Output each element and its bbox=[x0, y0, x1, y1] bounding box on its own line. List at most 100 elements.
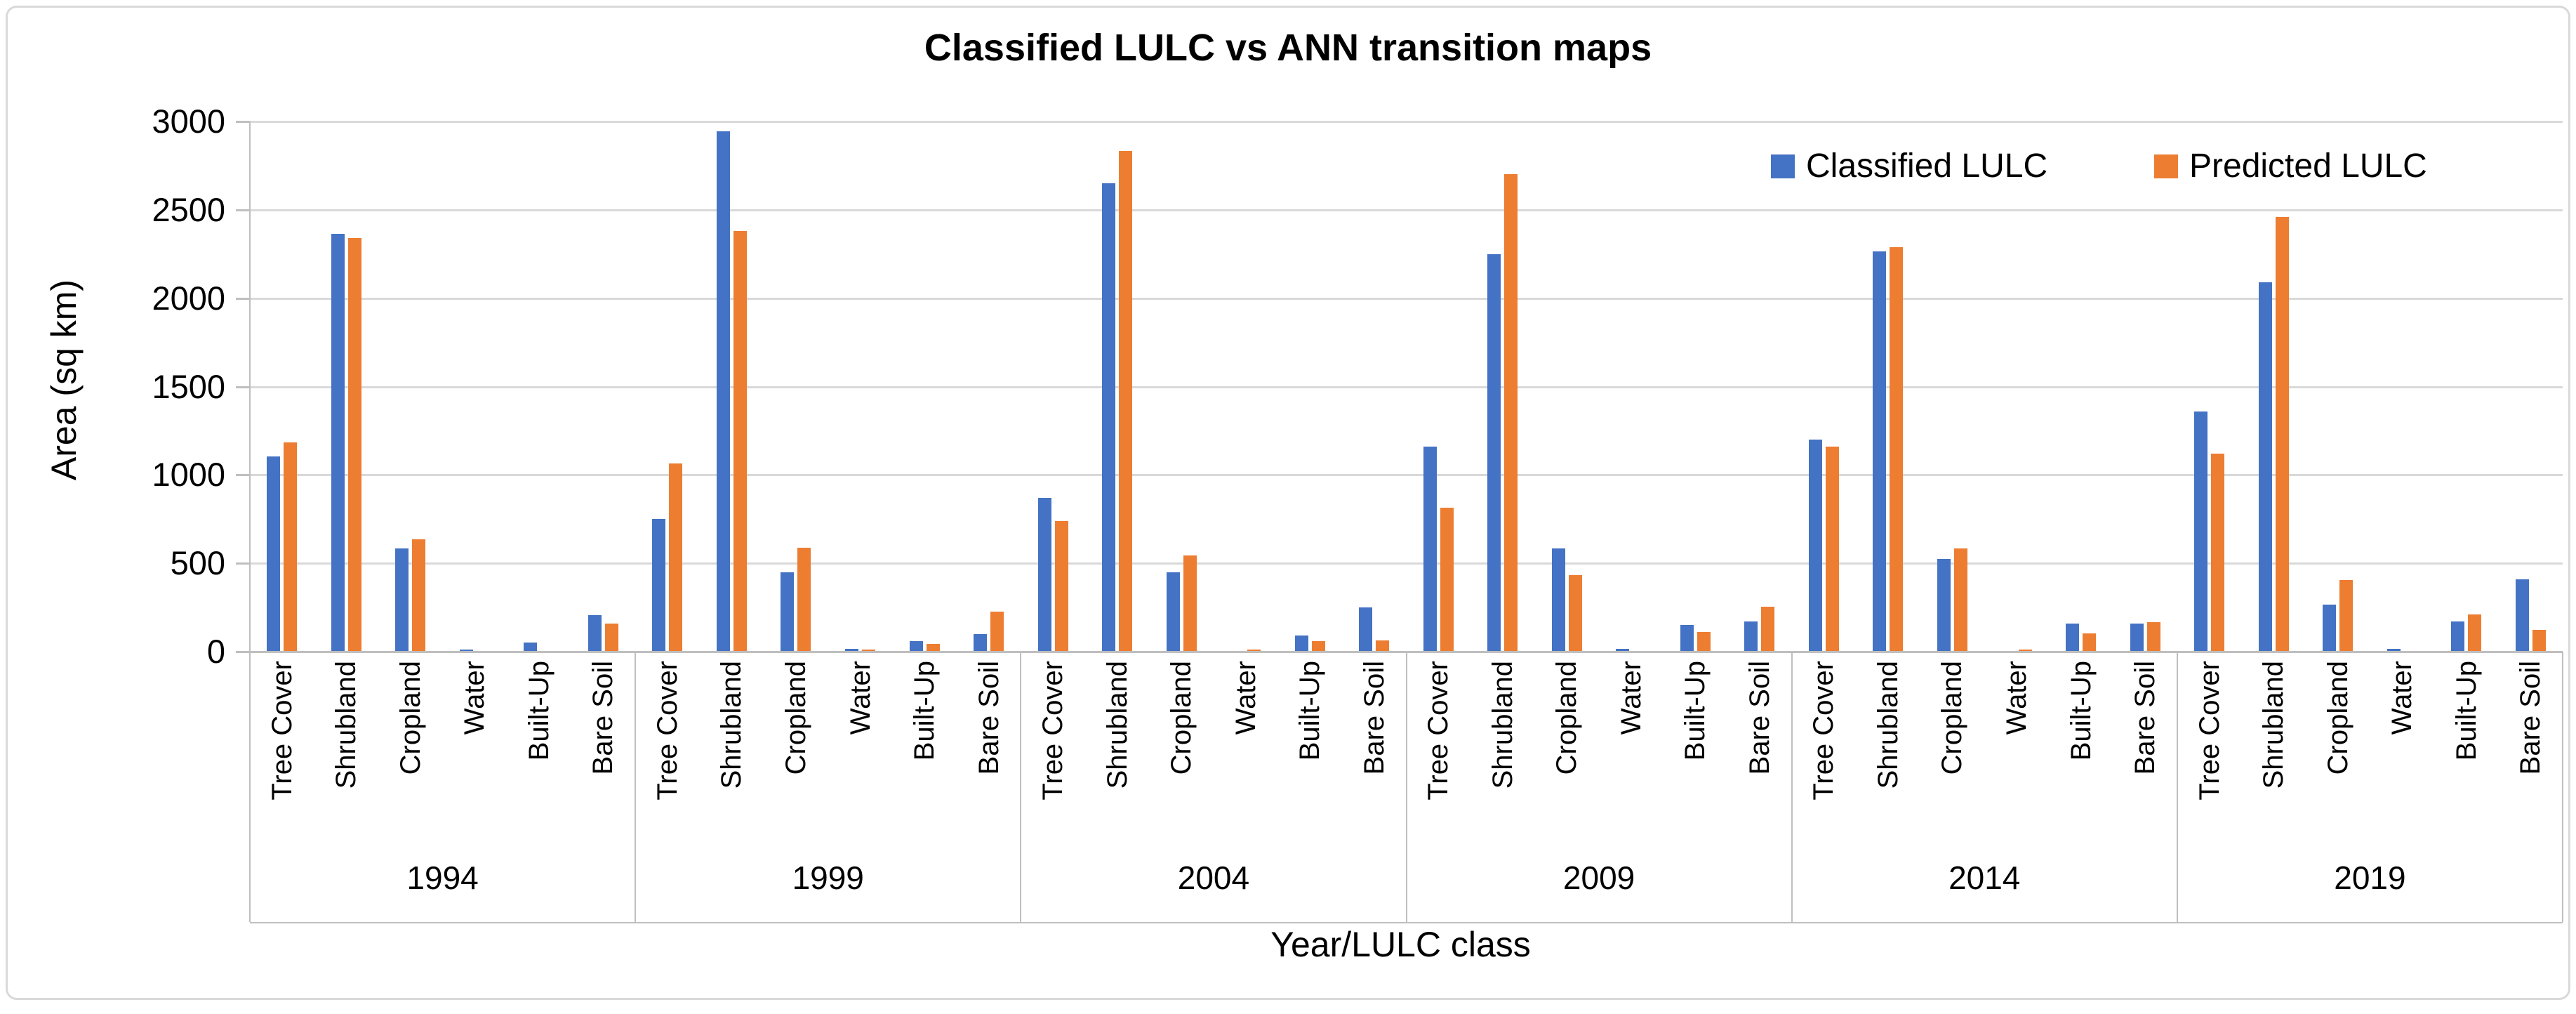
bar-classified-2004-cropland bbox=[1167, 572, 1180, 652]
category-label-2004-tree-cover: Tree Cover bbox=[1037, 661, 1069, 801]
bar-predicted-1999-shrubland bbox=[733, 231, 747, 652]
bar-classified-2004-bare-soil bbox=[1359, 607, 1372, 652]
year-label-2014: 2014 bbox=[1948, 860, 2021, 896]
y-tick-mark-500 bbox=[236, 562, 250, 565]
bar-classified-2004-built-up bbox=[1295, 636, 1308, 652]
bar-classified-2009-built-up bbox=[1680, 625, 1694, 652]
bar-predicted-2014-shrubland bbox=[1890, 247, 1903, 652]
bar-classified-2019-built-up bbox=[2451, 621, 2464, 652]
bar-classified-1999-shrubland bbox=[717, 131, 730, 652]
y-tick-label-0: 0 bbox=[206, 633, 225, 670]
y-tick-mark-2500 bbox=[236, 209, 250, 211]
category-label-2009-bare-soil: Bare Soil bbox=[1744, 661, 1775, 775]
bar-predicted-1994-tree-cover bbox=[284, 442, 297, 652]
bar-predicted-2004-tree-cover bbox=[1055, 521, 1068, 652]
bar-classified-2014-cropland bbox=[1937, 559, 1951, 652]
bar-predicted-1994-cropland bbox=[412, 539, 425, 652]
bar-predicted-2009-tree-cover bbox=[1440, 508, 1454, 652]
bar-classified-1994-water bbox=[460, 650, 473, 652]
bar-predicted-1999-cropland bbox=[797, 548, 811, 652]
category-label-2004-shrubland: Shrubland bbox=[1101, 661, 1133, 789]
year-label-1999: 1999 bbox=[792, 860, 864, 896]
year-label-2019: 2019 bbox=[2334, 860, 2406, 896]
group-separator-4 bbox=[1791, 652, 1793, 922]
category-label-2009-tree-cover: Tree Cover bbox=[1423, 661, 1454, 801]
bar-classified-2004-shrubland bbox=[1102, 183, 1115, 652]
bar-predicted-2019-cropland bbox=[2339, 580, 2353, 652]
category-label-2014-water: Water bbox=[2001, 661, 2032, 735]
category-box-bottom-line bbox=[250, 922, 2563, 923]
y-tick-label-500: 500 bbox=[170, 544, 225, 582]
category-label-2009-water: Water bbox=[1615, 661, 1647, 735]
gridline-2500 bbox=[250, 209, 2563, 211]
category-label-2014-built-up: Built-Up bbox=[2065, 661, 2097, 761]
bar-classified-1999-water bbox=[845, 649, 858, 652]
bar-classified-1999-built-up bbox=[910, 641, 923, 652]
category-label-2004-built-up: Built-Up bbox=[1294, 661, 1326, 761]
group-separator-3 bbox=[1405, 652, 1407, 922]
category-label-1994-tree-cover: Tree Cover bbox=[266, 661, 298, 801]
gridline-1500 bbox=[250, 386, 2563, 388]
gridline-3000 bbox=[250, 121, 2563, 123]
legend-label-predicted: Predicted LULC bbox=[2189, 147, 2427, 185]
bar-predicted-2009-cropland bbox=[1569, 575, 1582, 652]
category-label-2004-cropland: Cropland bbox=[1166, 661, 1197, 775]
bar-predicted-2014-bare-soil bbox=[2147, 622, 2160, 652]
bar-predicted-2009-built-up bbox=[1697, 632, 1711, 652]
category-label-2019-water: Water bbox=[2386, 661, 2418, 735]
y-axis-line bbox=[249, 121, 251, 652]
bar-classified-2019-bare-soil bbox=[2516, 579, 2529, 652]
bar-classified-1999-cropland bbox=[781, 572, 794, 652]
y-tick-mark-1500 bbox=[236, 386, 250, 388]
bar-classified-1994-tree-cover bbox=[267, 456, 280, 652]
bar-classified-2014-shrubland bbox=[1873, 251, 1886, 652]
bar-predicted-2014-tree-cover bbox=[1826, 447, 1839, 652]
category-label-1999-cropland: Cropland bbox=[780, 661, 811, 775]
category-label-2009-built-up: Built-Up bbox=[1680, 661, 1711, 761]
bar-predicted-1999-water bbox=[862, 650, 875, 652]
bar-classified-1994-shrubland bbox=[331, 234, 345, 652]
category-label-2009-cropland: Cropland bbox=[1551, 661, 1583, 775]
category-label-2019-shrubland: Shrubland bbox=[2258, 661, 2290, 789]
bar-classified-2019-cropland bbox=[2323, 605, 2336, 652]
legend-item-predicted: Predicted LULC bbox=[2154, 147, 2427, 185]
bar-classified-1994-bare-soil bbox=[588, 615, 602, 652]
y-tick-mark-3000 bbox=[236, 121, 250, 123]
bar-predicted-2019-shrubland bbox=[2276, 217, 2289, 652]
bar-predicted-2014-cropland bbox=[1954, 548, 1967, 652]
bar-predicted-2019-bare-soil bbox=[2532, 630, 2546, 652]
category-label-1994-cropland: Cropland bbox=[394, 661, 426, 775]
category-label-2004-bare-soil: Bare Soil bbox=[1358, 661, 1390, 775]
category-label-1999-tree-cover: Tree Cover bbox=[651, 661, 683, 801]
category-label-1999-built-up: Built-Up bbox=[909, 661, 941, 761]
bar-predicted-2004-cropland bbox=[1183, 555, 1197, 652]
bar-classified-1999-bare-soil bbox=[974, 634, 987, 652]
category-label-2014-shrubland: Shrubland bbox=[1872, 661, 1904, 789]
gridline-500 bbox=[250, 562, 2563, 565]
bar-predicted-1994-bare-soil bbox=[605, 624, 618, 652]
category-label-2009-shrubland: Shrubland bbox=[1487, 661, 1518, 789]
bar-predicted-2014-water bbox=[2019, 650, 2032, 652]
chart-title: Classified LULC vs ANN transition maps bbox=[924, 27, 1652, 69]
bar-classified-2004-tree-cover bbox=[1038, 498, 1051, 652]
category-label-1994-water: Water bbox=[459, 661, 491, 735]
y-tick-label-2000: 2000 bbox=[152, 279, 225, 317]
y-tick-mark-2000 bbox=[236, 297, 250, 300]
group-separator-6 bbox=[2562, 652, 2563, 922]
category-label-1999-shrubland: Shrubland bbox=[716, 661, 748, 789]
bar-predicted-2019-built-up bbox=[2468, 614, 2481, 652]
bar-predicted-1999-tree-cover bbox=[669, 463, 682, 652]
bar-classified-2019-tree-cover bbox=[2194, 411, 2207, 652]
y-axis-title: Area (sq km) bbox=[44, 279, 84, 481]
gridline-2000 bbox=[250, 297, 2563, 300]
bar-classified-1994-cropland bbox=[395, 548, 409, 652]
chart-figure: 0 500 1000 1500 2000 2500 3000 Tree Cover Shrubl… bbox=[6, 6, 2570, 1000]
bar-classified-2014-bare-soil bbox=[2130, 624, 2144, 652]
bar-predicted-2019-tree-cover bbox=[2211, 454, 2224, 652]
category-label-1994-built-up: Built-Up bbox=[523, 661, 555, 761]
bar-predicted-2009-bare-soil bbox=[1761, 607, 1774, 652]
bar-predicted-1999-bare-soil bbox=[990, 612, 1004, 652]
category-label-2019-bare-soil: Bare Soil bbox=[2515, 661, 2547, 775]
bar-predicted-1999-built-up bbox=[927, 644, 940, 652]
y-tick-label-1500: 1500 bbox=[152, 367, 225, 405]
